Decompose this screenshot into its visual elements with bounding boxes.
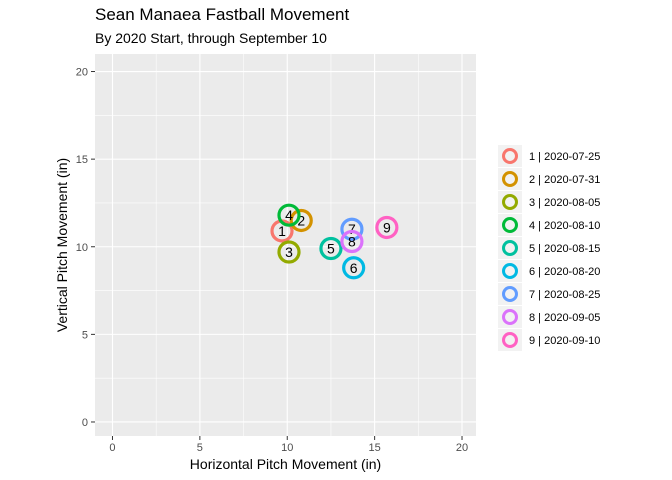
y-tick-label: 15	[76, 154, 88, 166]
point-label: 8	[348, 233, 356, 249]
x-tick-label: 10	[281, 442, 293, 454]
legend-key-background	[498, 260, 522, 282]
point-marker	[342, 256, 366, 280]
x-tick-label: 5	[197, 442, 203, 454]
data-point: 6	[342, 256, 366, 280]
plot-panel	[95, 54, 476, 436]
point-marker	[277, 240, 301, 264]
legend-key-background	[498, 191, 522, 213]
legend-label: 2 | 2020-07-31	[529, 174, 600, 186]
grid-lines	[95, 54, 476, 436]
legend-key	[502, 217, 518, 233]
y-tick-label: 10	[76, 242, 88, 254]
data-point: 5	[319, 236, 343, 261]
legend-key-background	[498, 214, 522, 236]
y-tick-label: 5	[82, 329, 88, 341]
data-point: 9	[375, 215, 399, 240]
point-label: 2	[297, 212, 305, 228]
legend-key-background	[498, 145, 522, 167]
data-points: 123 4 56 78 9	[270, 203, 399, 280]
legend-label: 1 | 2020-07-25	[529, 151, 600, 163]
y-tick-label: 20	[76, 67, 88, 79]
legend-key-background	[498, 329, 522, 351]
legend-key	[502, 194, 518, 210]
legend-item: 6 | 2020-08-20	[498, 260, 600, 282]
legend-key	[502, 148, 518, 164]
y-tick-label: 0	[82, 417, 88, 429]
point-marker	[375, 215, 399, 240]
data-point: 2	[289, 208, 313, 233]
point-label: 7	[348, 221, 356, 237]
y-axis-title: Vertical Pitch Movement (in)	[54, 158, 70, 332]
legend-label: 8 | 2020-09-05	[529, 312, 600, 324]
chart-subtitle: By 2020 Start, through September 10	[95, 30, 327, 46]
point-label: 4	[285, 207, 293, 223]
point-marker	[319, 236, 343, 261]
legend-key	[502, 332, 518, 348]
legend-key-background	[498, 283, 522, 305]
legend-key	[502, 309, 518, 325]
x-axis-title: Horizontal Pitch Movement (in)	[190, 456, 381, 472]
data-point: 4	[277, 203, 301, 227]
legend-item: 3 | 2020-08-05	[498, 191, 600, 213]
legend-item: 2 | 2020-07-31	[498, 168, 600, 190]
chart-title: Sean Manaea Fastball Movement	[95, 5, 350, 24]
point-marker	[340, 229, 364, 254]
data-point: 3	[277, 240, 301, 264]
data-point: 7	[340, 217, 364, 241]
legend-key	[502, 240, 518, 256]
point-label: 9	[383, 219, 391, 235]
point-label: 6	[350, 260, 358, 276]
point-marker	[340, 217, 364, 241]
point-label: 5	[327, 241, 335, 257]
legend-item: 5 | 2020-08-15	[498, 237, 600, 259]
legend-key-background	[498, 306, 522, 328]
x-tick-label: 15	[369, 442, 381, 454]
legend: 1 | 2020-07-25 2 | 2020-07-31 3 | 2020-08-…	[498, 145, 600, 351]
legend-item: 9 | 2020-09-10	[498, 329, 600, 351]
legend-item: 7 | 2020-08-25	[498, 283, 600, 305]
legend-label: 5 | 2020-08-15	[529, 243, 600, 255]
legend-label: 7 | 2020-08-25	[529, 289, 600, 301]
point-label: 1	[278, 223, 286, 239]
point-marker	[277, 203, 301, 227]
point-marker	[289, 208, 313, 233]
legend-label: 9 | 2020-09-10	[529, 335, 600, 347]
legend-item: 8 | 2020-09-05	[498, 306, 600, 328]
legend-key	[502, 171, 518, 187]
legend-key-background	[498, 168, 522, 190]
x-tick-label: 0	[109, 442, 115, 454]
legend-item: 4 | 2020-08-10	[498, 214, 600, 236]
point-label: 3	[285, 244, 293, 260]
x-tick-label: 20	[456, 442, 468, 454]
legend-key	[502, 263, 518, 279]
legend-label: 3 | 2020-08-05	[529, 197, 600, 209]
data-point: 8	[340, 229, 364, 254]
legend-key-background	[498, 237, 522, 259]
legend-label: 4 | 2020-08-10	[529, 220, 600, 232]
legend-key	[502, 286, 518, 302]
legend-label: 6 | 2020-08-20	[529, 266, 600, 278]
legend-item: 1 | 2020-07-25	[498, 145, 600, 167]
